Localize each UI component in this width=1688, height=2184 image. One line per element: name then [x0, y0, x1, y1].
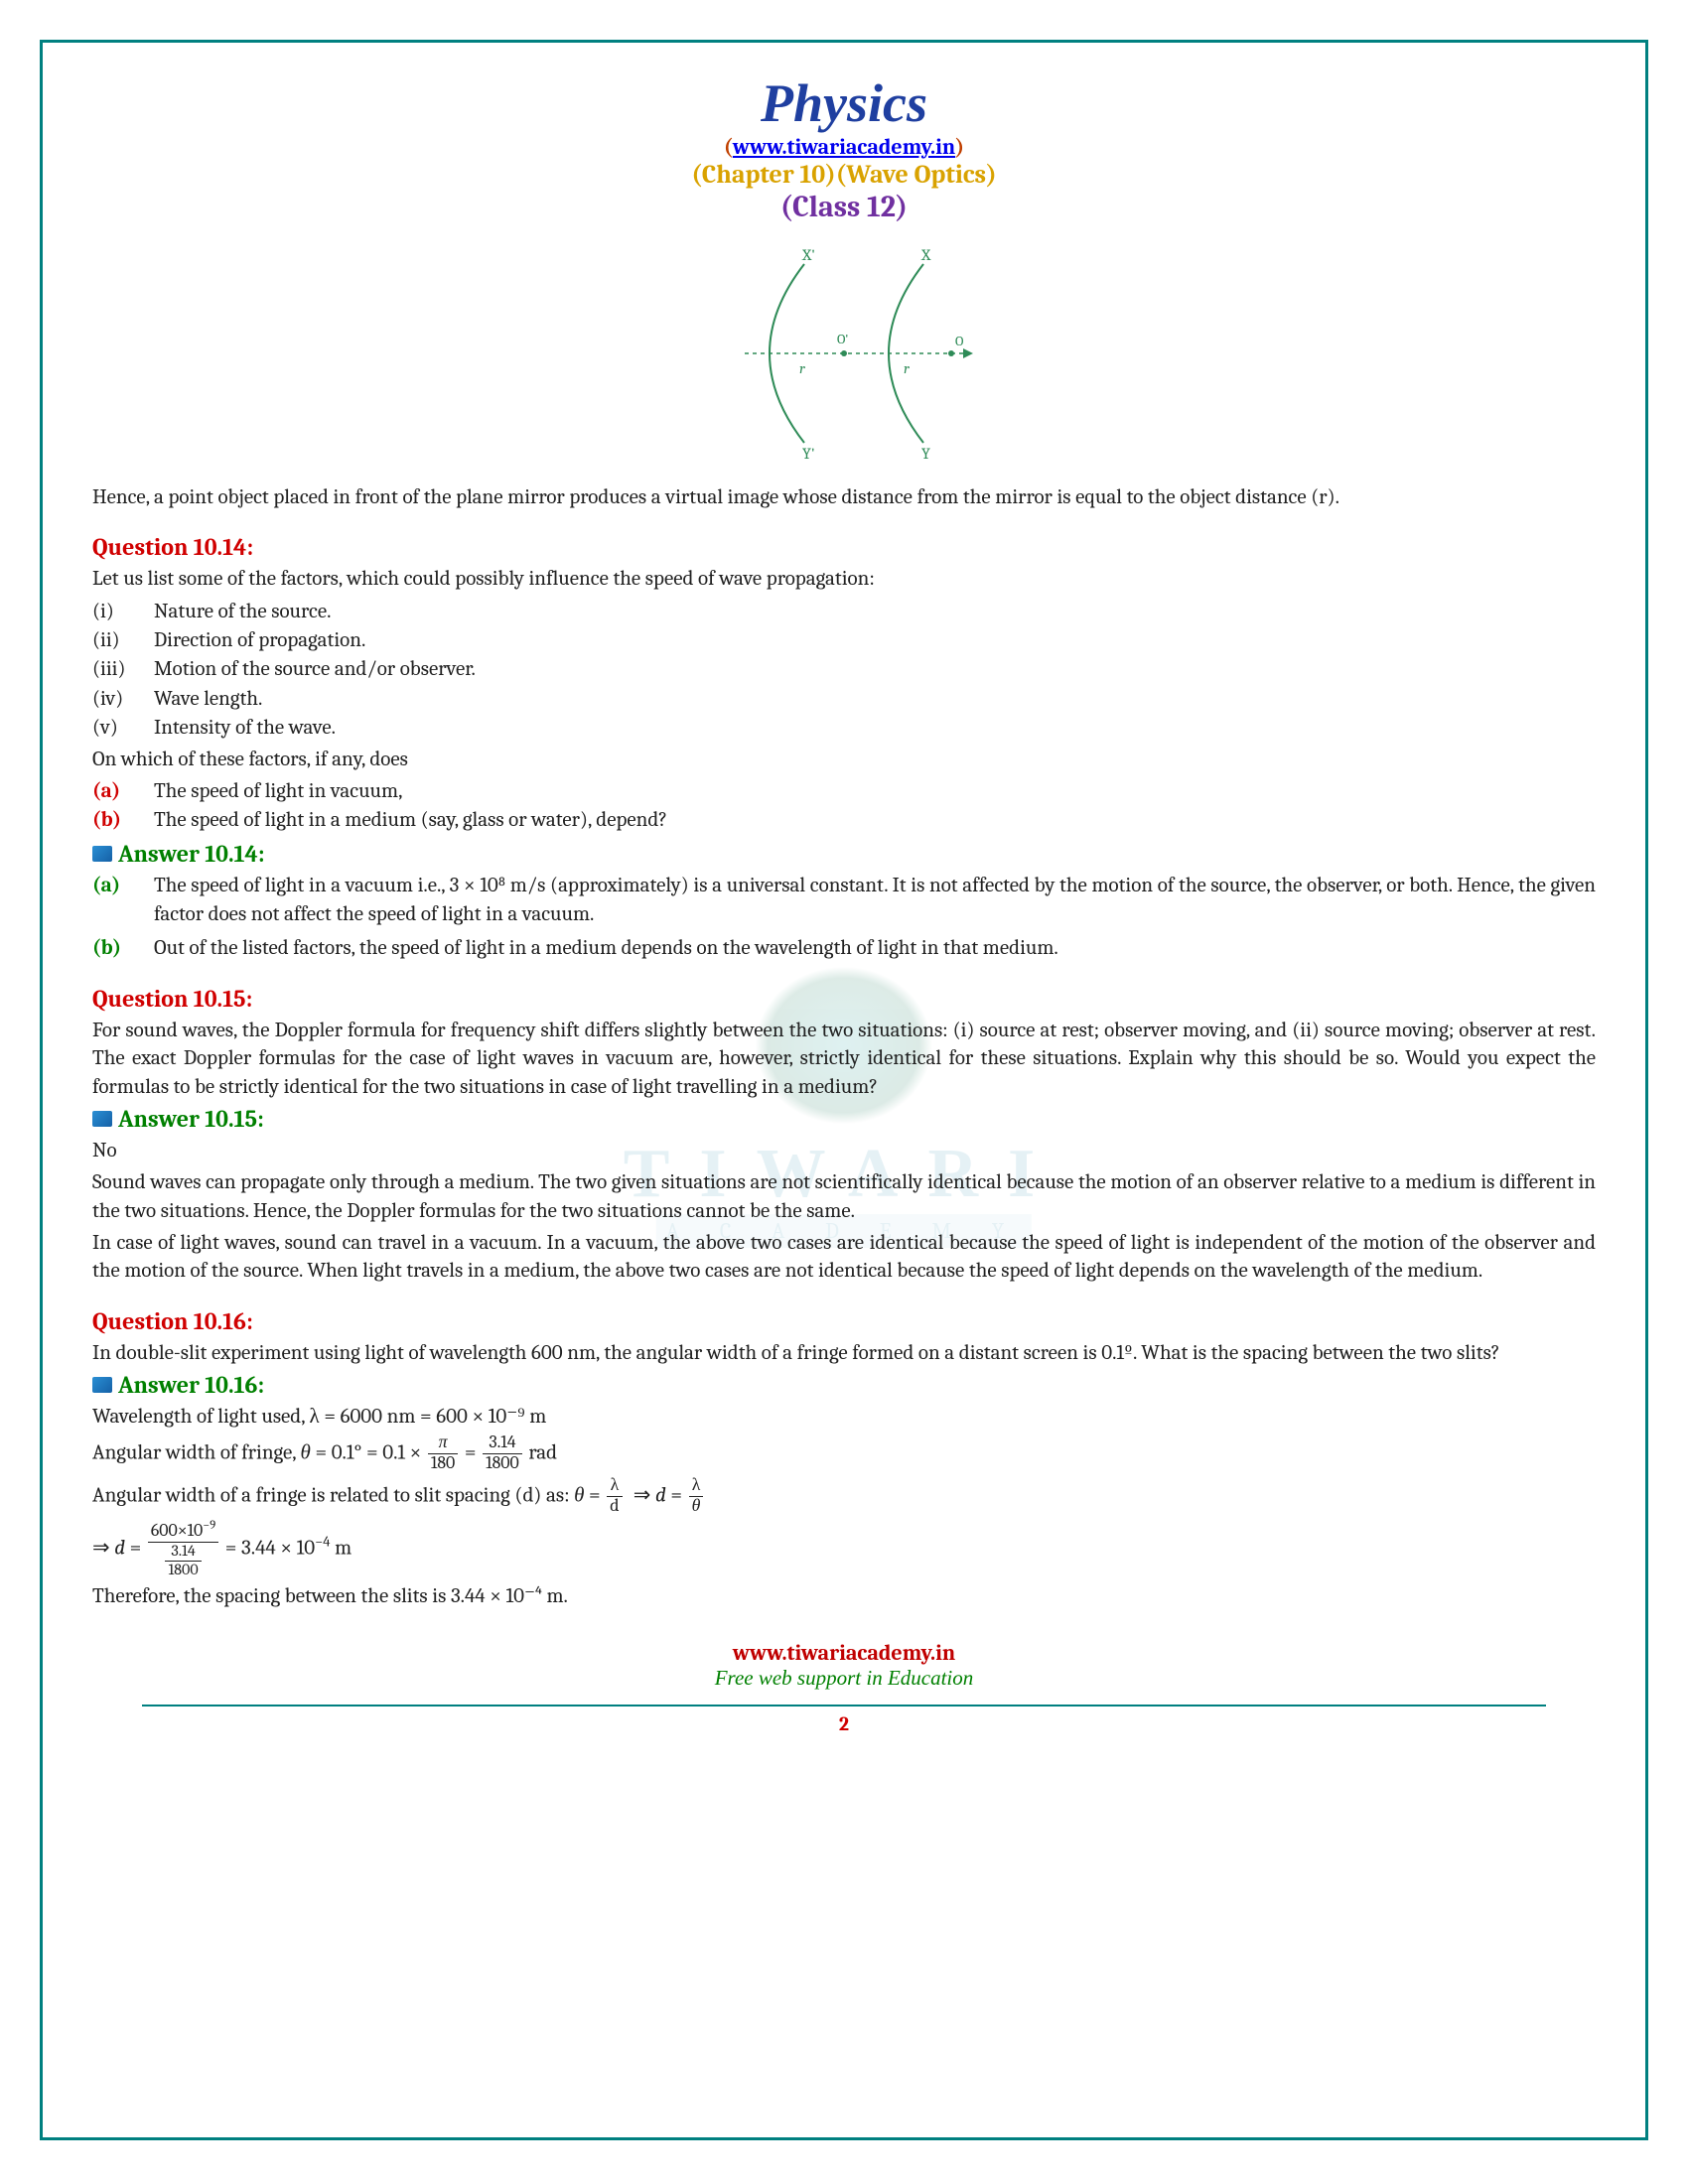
- svg-text:O': O': [837, 331, 849, 347]
- ans15-p1: Sound waves can propagate only through a…: [92, 1168, 1596, 1225]
- q16-body: In double-slit experiment using light of…: [92, 1339, 1596, 1367]
- q14-item: (i)Nature of the source.: [92, 598, 1596, 626]
- mirror-diagram: X' X Y' Y O' O r r: [92, 244, 1596, 469]
- class-line: (Class 12): [92, 190, 1596, 224]
- footer-link[interactable]: www.tiwariacademy.in: [92, 1640, 1596, 1666]
- document-header: Physics (www.tiwariacademy.in) (Chapter …: [92, 72, 1596, 224]
- page-title: Physics: [92, 72, 1596, 134]
- q15-body: For sound waves, the Doppler formula for…: [92, 1017, 1596, 1101]
- svg-text:X: X: [920, 246, 931, 264]
- ans15-no: No: [92, 1137, 1596, 1164]
- ans16-l2: Angular width of fringe, θ = 0.1° = 0.1 …: [92, 1434, 1596, 1473]
- svg-text:r: r: [799, 359, 805, 377]
- intro-paragraph: Hence, a point object placed in front of…: [92, 483, 1596, 511]
- header-url[interactable]: www.tiwariacademy.in: [733, 134, 955, 160]
- q14-opt-b: (b)The speed of light in a medium (say, …: [92, 806, 1596, 835]
- ans14-b: (b)Out of the listed factors, the speed …: [92, 934, 1596, 963]
- q14-opt-a: (a)The speed of light in vacuum,: [92, 777, 1596, 806]
- footer-tagline: Free web support in Education: [92, 1666, 1596, 1691]
- svg-text:Y': Y': [802, 445, 815, 463]
- question-16-title: Question 10.16:: [92, 1307, 1596, 1335]
- page-footer: www.tiwariacademy.in Free web support in…: [92, 1640, 1596, 1735]
- question-15-title: Question 10.15:: [92, 985, 1596, 1013]
- answer-15-title: Answer 10.15:: [92, 1105, 1596, 1133]
- q14-item: (iii)Motion of the source and/or observe…: [92, 655, 1596, 684]
- svg-text:O: O: [955, 333, 964, 349]
- answer-14-title: Answer 10.14:: [92, 840, 1596, 868]
- chapter-line: (Chapter 10)(Wave Optics): [92, 160, 1596, 190]
- q14-item: (iv)Wave length.: [92, 685, 1596, 714]
- page-border: TIWARI A C A D E M Y Physics (www.tiwari…: [40, 40, 1648, 2140]
- svg-text:Y: Y: [921, 445, 930, 463]
- svg-text:X': X': [801, 246, 815, 264]
- ans16-l5: Therefore, the spacing between the slits…: [92, 1582, 1596, 1610]
- page-number: 2: [92, 1712, 1596, 1735]
- footer-divider: [142, 1705, 1546, 1706]
- ans16-l1: Wavelength of light used, λ = 6000 nm = …: [92, 1403, 1596, 1431]
- ans15-p2: In case of light waves, sound can travel…: [92, 1229, 1596, 1286]
- answer-16-title: Answer 10.16:: [92, 1371, 1596, 1399]
- question-14-title: Question 10.14:: [92, 533, 1596, 561]
- q14-mid: On which of these factors, if any, does: [92, 746, 1596, 773]
- ans16-l4: ⇒ d = 600×10−9 3.141800 = 3.44 × 10−4 m: [92, 1520, 1596, 1578]
- q14-intro: Let us list some of the factors, which c…: [92, 565, 1596, 593]
- svg-text:r: r: [904, 359, 910, 377]
- ans16-l3: Angular width of a fringe is related to …: [92, 1477, 1596, 1516]
- header-url-line: (www.tiwariacademy.in): [92, 134, 1596, 160]
- q14-item: (ii)Direction of propagation.: [92, 626, 1596, 655]
- ans14-a: (a)The speed of light in a vacuum i.e., …: [92, 872, 1596, 930]
- q14-item: (v)Intensity of the wave.: [92, 714, 1596, 743]
